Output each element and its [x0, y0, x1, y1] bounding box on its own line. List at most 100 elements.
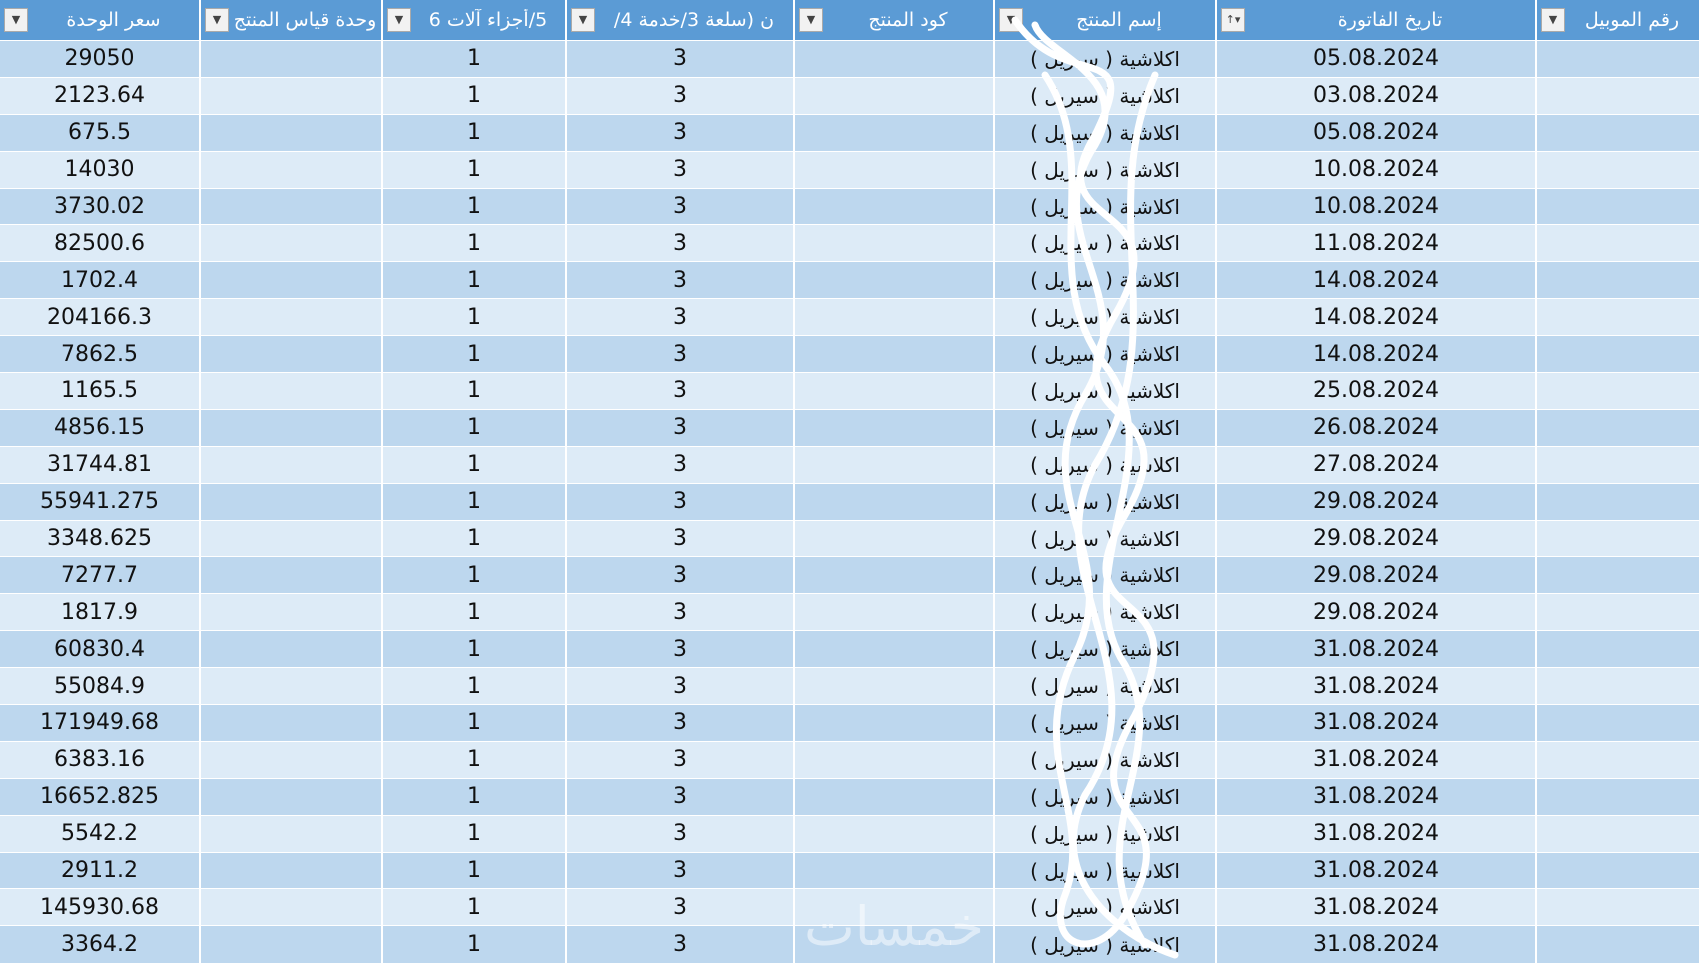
cell-invoice-date[interactable]: 05.08.2024 — [1216, 113, 1537, 152]
cell-invoice-date[interactable]: 14.08.2024 — [1216, 335, 1537, 373]
cell-product-code[interactable] — [794, 150, 995, 189]
cell-parts[interactable]: 1 — [382, 76, 567, 115]
cell-unit-price[interactable]: 82500.6 — [0, 224, 201, 262]
cell-unit-price[interactable]: 31744.81 — [0, 445, 201, 484]
cell-invoice-date[interactable]: 11.08.2024 — [1216, 224, 1537, 262]
column-header-unit-of-measure[interactable]: وحدة قياس المنتج ▼ — [200, 0, 383, 41]
cell-product-name[interactable]: اكلاشية ( سيريل ) — [994, 113, 1217, 152]
cell-mobile-number[interactable] — [1536, 814, 1700, 853]
cell-invoice-date[interactable]: 31.08.2024 — [1216, 888, 1537, 926]
cell-mobile-number[interactable] — [1536, 40, 1700, 78]
cell-unit-price[interactable]: 1702.4 — [0, 261, 201, 299]
cell-product-code[interactable] — [794, 445, 995, 484]
cell-item-type[interactable]: 3 — [566, 445, 795, 484]
cell-item-type[interactable]: 3 — [566, 851, 795, 889]
cell-invoice-date[interactable]: 29.08.2024 — [1216, 556, 1537, 594]
cell-product-code[interactable] — [794, 704, 995, 742]
cell-unit-of-measure[interactable] — [200, 187, 383, 225]
cell-item-type[interactable]: 3 — [566, 76, 795, 115]
cell-product-code[interactable] — [794, 187, 995, 225]
cell-unit-of-measure[interactable] — [200, 630, 383, 668]
cell-mobile-number[interactable] — [1536, 335, 1700, 373]
cell-mobile-number[interactable] — [1536, 445, 1700, 484]
cell-parts[interactable]: 1 — [382, 593, 567, 631]
cell-unit-price[interactable]: 204166.3 — [0, 298, 201, 336]
cell-product-name[interactable]: اكلاشية ( سيريل ) — [994, 335, 1217, 373]
cell-invoice-date[interactable]: 14.08.2024 — [1216, 261, 1537, 299]
cell-product-name[interactable]: اكلاشية ( سيريل ) — [994, 740, 1217, 779]
cell-product-name[interactable]: اكلاشية ( سيريل ) — [994, 851, 1217, 889]
cell-unit-price[interactable]: 3348.625 — [0, 519, 201, 557]
cell-item-type[interactable]: 3 — [566, 519, 795, 557]
cell-unit-of-measure[interactable] — [200, 298, 383, 336]
cell-unit-of-measure[interactable] — [200, 445, 383, 484]
cell-unit-price[interactable]: 5542.2 — [0, 814, 201, 853]
cell-mobile-number[interactable] — [1536, 113, 1700, 152]
cell-unit-price[interactable]: 16652.825 — [0, 777, 201, 816]
cell-parts[interactable]: 1 — [382, 925, 567, 963]
cell-product-name[interactable]: اكلاشية ( سيريل ) — [994, 630, 1217, 668]
cell-parts[interactable]: 1 — [382, 445, 567, 484]
column-header-invoice-date[interactable]: تاريخ الفاتورة ↑▾ — [1216, 0, 1537, 41]
cell-parts[interactable]: 1 — [382, 777, 567, 816]
cell-product-code[interactable] — [794, 372, 995, 410]
cell-item-type[interactable]: 3 — [566, 556, 795, 594]
cell-parts[interactable]: 1 — [382, 667, 567, 705]
cell-unit-of-measure[interactable] — [200, 925, 383, 963]
cell-unit-of-measure[interactable] — [200, 224, 383, 262]
cell-item-type[interactable]: 3 — [566, 814, 795, 853]
cell-product-name[interactable]: اكلاشية ( سيريل ) — [994, 187, 1217, 225]
cell-product-code[interactable] — [794, 408, 995, 447]
cell-product-name[interactable]: اكلاشية ( سيريل ) — [994, 519, 1217, 557]
cell-invoice-date[interactable]: 14.08.2024 — [1216, 298, 1537, 336]
cell-parts[interactable]: 1 — [382, 814, 567, 853]
cell-invoice-date[interactable]: 31.08.2024 — [1216, 777, 1537, 816]
cell-mobile-number[interactable] — [1536, 777, 1700, 816]
cell-mobile-number[interactable] — [1536, 556, 1700, 594]
cell-mobile-number[interactable] — [1536, 888, 1700, 926]
cell-unit-of-measure[interactable] — [200, 704, 383, 742]
cell-parts[interactable]: 1 — [382, 150, 567, 189]
cell-parts[interactable]: 1 — [382, 40, 567, 78]
cell-unit-price[interactable]: 675.5 — [0, 113, 201, 152]
cell-product-code[interactable] — [794, 740, 995, 779]
cell-parts[interactable]: 1 — [382, 556, 567, 594]
cell-unit-price[interactable]: 7277.7 — [0, 556, 201, 594]
cell-item-type[interactable]: 3 — [566, 925, 795, 963]
cell-invoice-date[interactable]: 29.08.2024 — [1216, 482, 1537, 521]
cell-parts[interactable]: 1 — [382, 851, 567, 889]
cell-parts[interactable]: 1 — [382, 224, 567, 262]
cell-unit-of-measure[interactable] — [200, 593, 383, 631]
cell-product-code[interactable] — [794, 777, 995, 816]
cell-item-type[interactable]: 3 — [566, 298, 795, 336]
cell-mobile-number[interactable] — [1536, 925, 1700, 963]
cell-mobile-number[interactable] — [1536, 187, 1700, 225]
cell-item-type[interactable]: 3 — [566, 40, 795, 78]
column-header-mobile-number[interactable]: رقم الموبيل ▼ — [1536, 0, 1700, 41]
cell-product-code[interactable] — [794, 113, 995, 152]
cell-parts[interactable]: 1 — [382, 740, 567, 779]
cell-unit-of-measure[interactable] — [200, 335, 383, 373]
cell-invoice-date[interactable]: 29.08.2024 — [1216, 519, 1537, 557]
cell-product-code[interactable] — [794, 224, 995, 262]
cell-unit-price[interactable]: 1817.9 — [0, 593, 201, 631]
cell-product-name[interactable]: اكلاشية ( سيريل ) — [994, 150, 1217, 189]
cell-product-code[interactable] — [794, 888, 995, 926]
cell-mobile-number[interactable] — [1536, 740, 1700, 779]
cell-invoice-date[interactable]: 31.08.2024 — [1216, 851, 1537, 889]
cell-unit-price[interactable]: 1165.5 — [0, 372, 201, 410]
cell-product-code[interactable] — [794, 556, 995, 594]
cell-parts[interactable]: 1 — [382, 298, 567, 336]
cell-invoice-date[interactable]: 31.08.2024 — [1216, 704, 1537, 742]
cell-unit-of-measure[interactable] — [200, 740, 383, 779]
cell-mobile-number[interactable] — [1536, 482, 1700, 521]
cell-unit-of-measure[interactable] — [200, 76, 383, 115]
cell-product-code[interactable] — [794, 482, 995, 521]
cell-product-name[interactable]: اكلاشية ( سيريل ) — [994, 704, 1217, 742]
cell-product-name[interactable]: اكلاشية ( سيريل ) — [994, 482, 1217, 521]
cell-unit-price[interactable]: 145930.68 — [0, 888, 201, 926]
cell-unit-of-measure[interactable] — [200, 482, 383, 521]
cell-invoice-date[interactable]: 03.08.2024 — [1216, 76, 1537, 115]
cell-parts[interactable]: 1 — [382, 888, 567, 926]
cell-mobile-number[interactable] — [1536, 704, 1700, 742]
